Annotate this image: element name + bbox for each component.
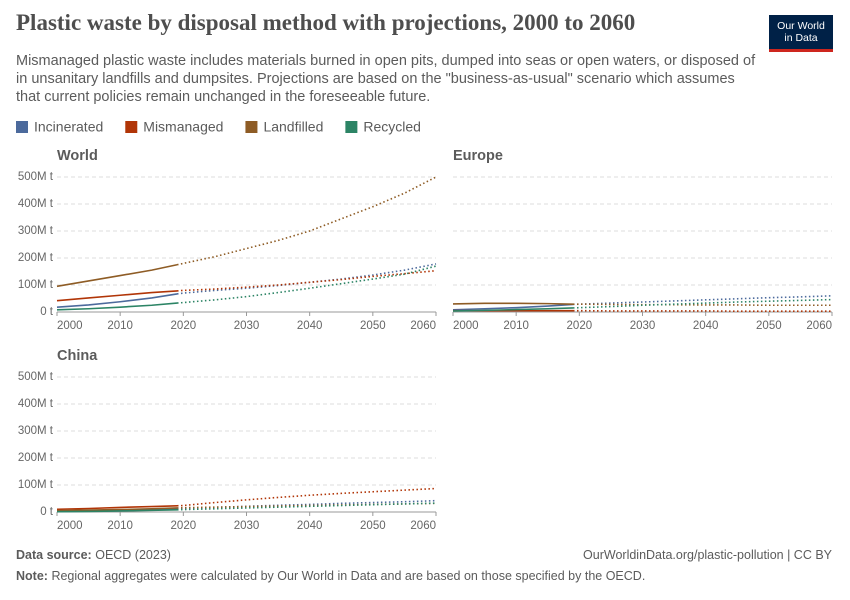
legend-swatch [245, 121, 258, 133]
x-tick-label: 2010 [107, 520, 133, 532]
legend-label: Mismanaged [143, 119, 223, 135]
x-tick-label: 2000 [57, 520, 83, 532]
y-tick-label: 100M t [18, 279, 54, 291]
x-tick-label: 2020 [567, 320, 593, 332]
title: Plastic waste by disposal method with pr… [16, 10, 636, 35]
x-tick-label: 2030 [630, 320, 656, 332]
x-tick-label: 2040 [693, 320, 719, 332]
y-tick-label: 500M t [18, 371, 54, 383]
series-line [56, 504, 178, 511]
logo-text: Our World [777, 20, 825, 32]
projection-line [572, 295, 833, 306]
legend-swatch [16, 121, 28, 133]
y-tick-label: 400M t [18, 198, 54, 210]
series-line [56, 507, 178, 512]
legend-label: Incinerated [34, 119, 103, 135]
x-tick-label: 2020 [171, 320, 197, 332]
source-text: OECD (2023) [95, 548, 171, 562]
projection-line [572, 298, 833, 309]
y-tick-label: 500M t [18, 171, 54, 183]
charts: Incinerated Mismanaged Landfilled Recycled W… [16, 119, 833, 532]
x-tick-label: 2020 [171, 520, 197, 532]
x-tick-label: 2030 [234, 320, 260, 332]
y-tick-label: 100M t [18, 479, 54, 491]
x-tick-label: 2030 [234, 520, 260, 532]
x-tick-label: 2010 [503, 320, 529, 332]
x-tick-label: 2050 [360, 320, 386, 332]
series-line [56, 263, 178, 288]
source: Data source: OECD (2023) [16, 548, 171, 562]
series-line [452, 307, 574, 312]
projection-line [176, 265, 437, 304]
note-label: Note: [16, 569, 48, 583]
y-tick-label: 0 t [40, 306, 54, 318]
projection-line [176, 487, 437, 507]
y-tick-label: 0 t [40, 506, 54, 518]
legend-swatch [345, 121, 358, 133]
projection-line [573, 309, 832, 312]
projection-line [176, 263, 437, 295]
logo-text: in Data [784, 32, 818, 44]
legend-label: Landfilled [263, 119, 323, 135]
panel-title: World [57, 148, 98, 164]
series-line [452, 302, 574, 305]
x-tick-label: 2040 [297, 520, 323, 532]
note: Note: Regional aggregates were calculate… [16, 569, 645, 583]
x-tick-label: 2050 [360, 520, 386, 532]
y-tick-label: 200M t [18, 452, 54, 464]
panel-title: China [57, 348, 98, 364]
x-tick-label: 2000 [453, 320, 479, 332]
projection-line [176, 269, 437, 292]
subtitle: Mismanaged plastic waste includes materi… [16, 53, 756, 105]
x-tick-label: 2000 [57, 320, 83, 332]
panel-title: Europe [453, 148, 503, 164]
series-line [56, 290, 178, 302]
projection-line [176, 502, 437, 511]
series-line [452, 303, 574, 311]
x-tick-label: 2050 [756, 320, 782, 332]
projection-line [176, 502, 437, 509]
note-text: Regional aggregates were calculated by O… [51, 569, 646, 583]
legend-swatch [125, 121, 138, 133]
projection-line [176, 499, 437, 510]
series-line [56, 302, 178, 311]
x-tick-label: 2010 [107, 320, 133, 332]
x-tick-label: 2060 [806, 320, 832, 332]
legend-label: Recycled [363, 119, 421, 135]
y-tick-label: 400M t [18, 398, 54, 410]
projection-line [573, 303, 832, 307]
y-tick-label: 300M t [18, 425, 54, 437]
series-line [56, 509, 178, 513]
url[interactable]: OurWorldinData.org/plastic-pollution | C… [583, 548, 832, 562]
x-tick-label: 2060 [410, 520, 436, 532]
logo[interactable]: Our World in Data [769, 15, 833, 52]
y-tick-label: 300M t [18, 225, 54, 237]
x-tick-label: 2060 [410, 320, 436, 332]
series-line [56, 293, 178, 308]
projection-line [176, 176, 437, 266]
y-tick-label: 200M t [18, 252, 54, 264]
source-label: Data source: [16, 548, 92, 562]
x-tick-label: 2040 [297, 320, 323, 332]
